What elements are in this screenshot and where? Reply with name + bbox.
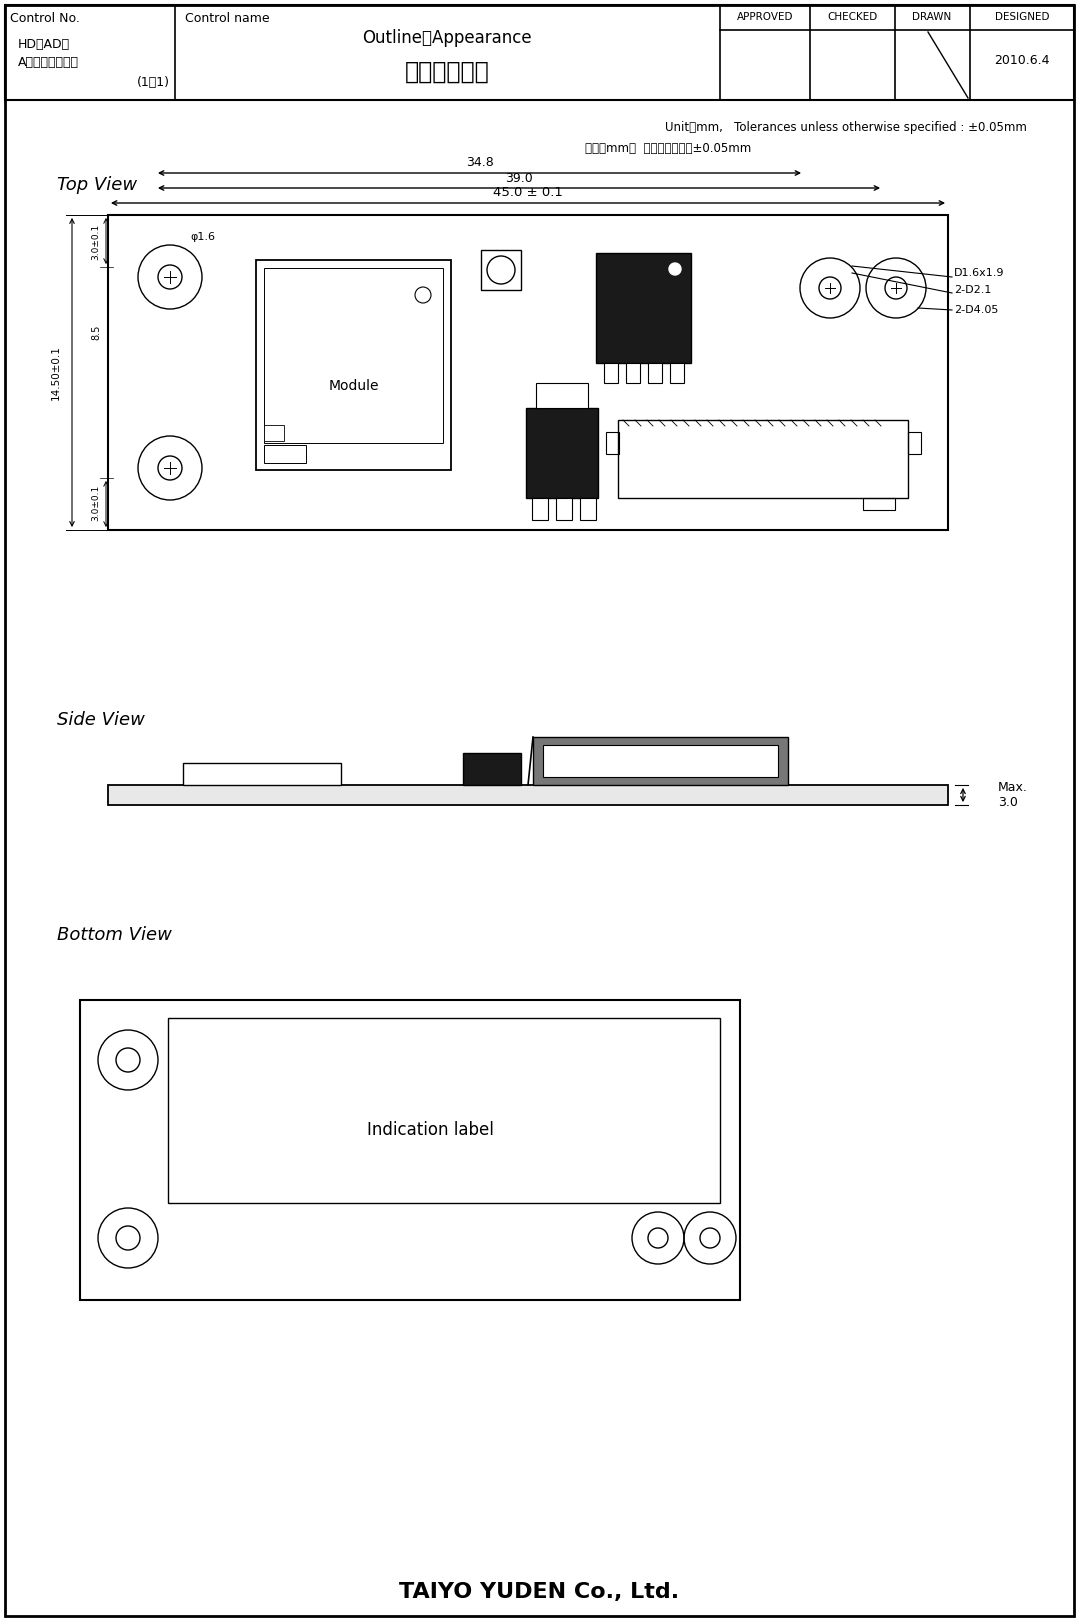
Bar <box>556 498 572 520</box>
Bar <box>626 363 640 383</box>
Bar <box>264 425 284 441</box>
Bar <box>536 383 588 408</box>
Bar <box>670 363 684 383</box>
Text: Indication label: Indication label <box>367 1122 493 1140</box>
Text: (1／1): (1／1) <box>137 76 170 89</box>
Text: Control No.: Control No. <box>10 11 80 24</box>
Bar <box>532 498 548 520</box>
Text: TAIYO YUDEN Co., Ltd.: TAIYO YUDEN Co., Ltd. <box>399 1582 679 1602</box>
Text: 外形・外観図: 外形・外観図 <box>405 60 490 84</box>
Bar <box>481 250 521 290</box>
Bar <box>525 408 598 498</box>
Bar <box>264 446 306 464</box>
Bar <box>581 498 596 520</box>
Bar <box>168 1018 720 1203</box>
Bar <box>648 363 663 383</box>
Bar <box>463 754 521 785</box>
Text: HD－AD－: HD－AD－ <box>18 39 70 52</box>
Text: 45.0 ± 0.1: 45.0 ± 0.1 <box>493 186 563 199</box>
Bar <box>264 267 443 443</box>
Text: 3.0±0.1: 3.0±0.1 <box>92 224 100 259</box>
Text: 8.5: 8.5 <box>91 324 101 340</box>
Text: 2-D4.05: 2-D4.05 <box>954 305 998 314</box>
Text: 2010.6.4: 2010.6.4 <box>994 53 1050 66</box>
Bar <box>183 763 341 785</box>
Text: Control name: Control name <box>185 11 270 24</box>
Text: DRAWN: DRAWN <box>913 11 952 23</box>
Bar <box>604 363 618 383</box>
Text: φ1.6: φ1.6 <box>190 232 215 242</box>
Text: DESIGNED: DESIGNED <box>995 11 1049 23</box>
Bar <box>80 1000 740 1300</box>
Text: Side View: Side View <box>57 712 145 729</box>
Bar <box>596 253 691 363</box>
Text: D1.6x1.9: D1.6x1.9 <box>954 267 1005 277</box>
Text: Unit：mm,   Tolerances unless otherwise specified : ±0.05mm: Unit：mm, Tolerances unless otherwise spe… <box>665 122 1027 135</box>
Bar <box>863 498 894 511</box>
Bar <box>256 259 451 470</box>
Text: A１０００００１: A１０００００１ <box>18 55 79 68</box>
Bar <box>606 433 619 454</box>
Bar <box>108 785 948 806</box>
Bar <box>5 5 1074 101</box>
Text: 14.50±0.1: 14.50±0.1 <box>51 345 62 400</box>
Text: 2-D2.1: 2-D2.1 <box>954 285 992 295</box>
Bar <box>909 433 921 454</box>
Text: 単位：mm，  指示無き公差：±0.05mm: 単位：mm， 指示無き公差：±0.05mm <box>585 141 751 154</box>
Text: Outline・Appearance: Outline・Appearance <box>363 29 532 47</box>
Bar <box>543 746 778 776</box>
Text: Module: Module <box>328 379 379 392</box>
Text: APPROVED: APPROVED <box>737 11 793 23</box>
Circle shape <box>669 263 681 276</box>
Text: Bottom View: Bottom View <box>57 926 172 943</box>
Bar <box>108 216 948 530</box>
Text: 34.8: 34.8 <box>466 157 493 170</box>
Text: CHECKED: CHECKED <box>827 11 877 23</box>
Text: Top View: Top View <box>57 177 137 195</box>
Text: 39.0: 39.0 <box>505 172 533 185</box>
Bar <box>533 738 788 785</box>
Text: 3.0±0.1: 3.0±0.1 <box>92 485 100 520</box>
Bar <box>618 420 909 498</box>
Text: Max.
3.0: Max. 3.0 <box>998 781 1028 809</box>
